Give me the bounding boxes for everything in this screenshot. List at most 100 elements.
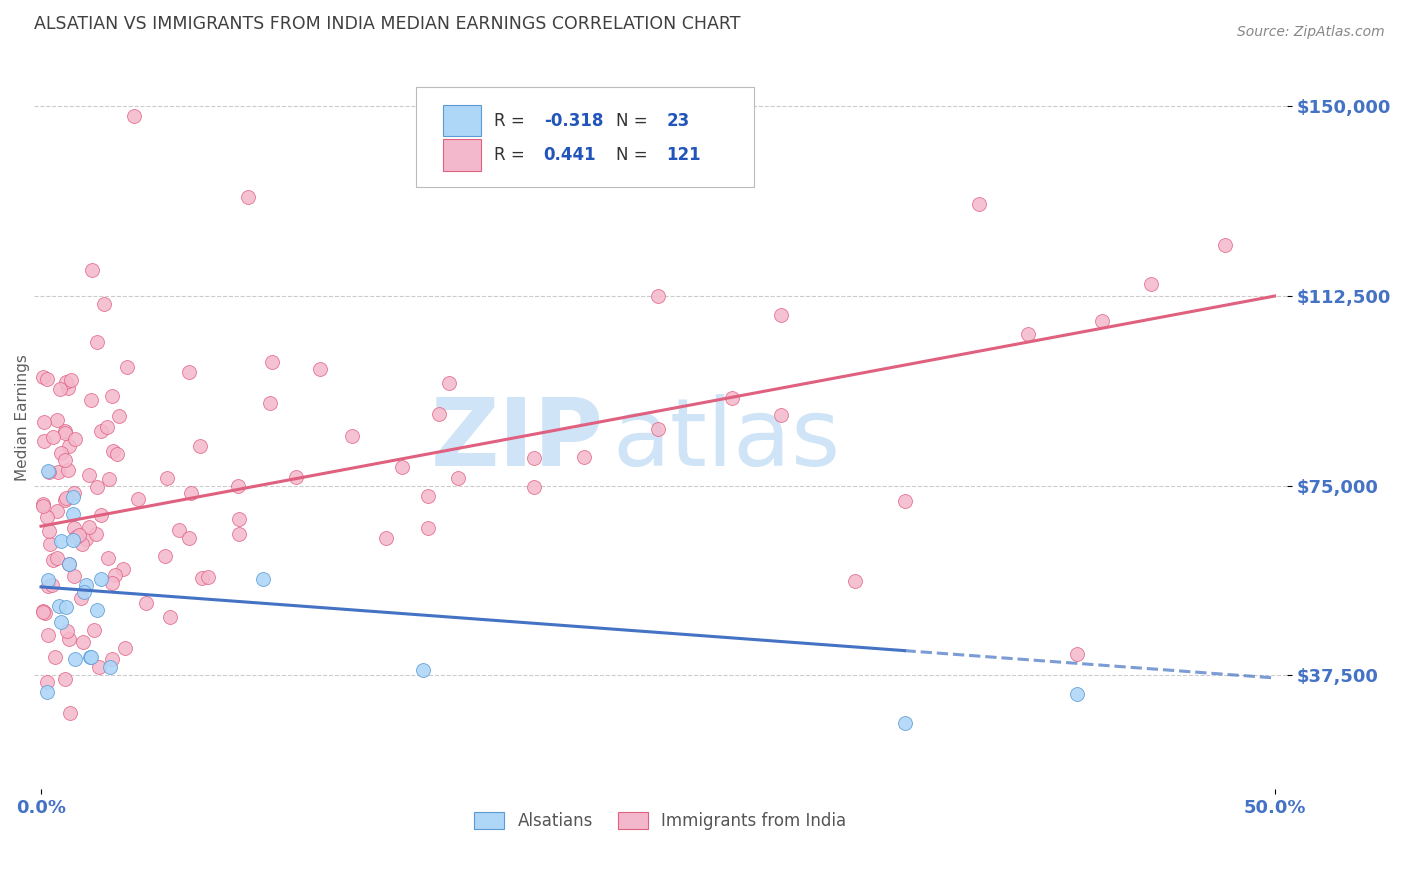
Point: [967, 197, 990, 211]
Text: R =: R =: [494, 146, 530, 164]
Point: [32, 434, 55, 449]
Point: [228, 527, 250, 541]
Point: [114, 641, 136, 656]
Point: [844, 574, 866, 588]
Point: [45, 504, 67, 518]
Point: [93, 297, 115, 311]
Point: [62, 507, 84, 521]
Point: [63, 486, 86, 500]
Text: R =: R =: [494, 112, 530, 129]
Text: N =: N =: [616, 112, 654, 129]
Point: [96, 420, 118, 434]
Point: [49, 615, 72, 629]
Point: [1066, 686, 1088, 700]
Point: [188, 439, 211, 453]
Point: [80, 392, 103, 407]
Point: [262, 354, 284, 368]
Point: [37, 675, 59, 690]
Point: [37, 372, 59, 386]
Point: [49, 446, 72, 460]
Point: [90, 508, 112, 522]
Point: [197, 570, 219, 584]
FancyBboxPatch shape: [443, 105, 481, 136]
Point: [46, 413, 69, 427]
Point: [56, 624, 79, 638]
Point: [75, 577, 97, 591]
Point: [252, 572, 274, 586]
Text: 23: 23: [666, 112, 690, 129]
Point: [893, 716, 915, 731]
Point: [101, 576, 124, 591]
Point: [135, 596, 157, 610]
Point: [97, 551, 120, 566]
Point: [180, 486, 202, 500]
Point: [90, 424, 112, 438]
Point: [647, 422, 669, 436]
Point: [41, 430, 63, 444]
Point: [38, 537, 60, 551]
Point: [32, 415, 55, 429]
Point: [53, 425, 76, 440]
Point: [412, 663, 434, 677]
Point: [62, 490, 84, 504]
Point: [87, 660, 110, 674]
Point: [58, 632, 80, 646]
FancyBboxPatch shape: [416, 87, 754, 187]
Point: [77, 467, 100, 482]
Point: [72, 635, 94, 649]
Text: ALSATIAN VS IMMIGRANTS FROM INDIA MEDIAN EARNINGS CORRELATION CHART: ALSATIAN VS IMMIGRANTS FROM INDIA MEDIAN…: [34, 15, 740, 33]
Point: [48, 599, 70, 613]
Point: [98, 660, 121, 674]
Point: [228, 512, 250, 526]
Point: [111, 561, 134, 575]
Point: [1213, 237, 1236, 252]
Point: [53, 453, 76, 467]
Point: [34, 606, 56, 620]
Point: [770, 408, 793, 422]
Point: [177, 365, 200, 379]
Point: [55, 376, 77, 390]
Point: [1066, 647, 1088, 661]
Text: N =: N =: [616, 146, 654, 164]
Point: [44, 649, 66, 664]
Point: [63, 433, 86, 447]
Point: [127, 491, 149, 506]
Point: [523, 451, 546, 466]
Point: [770, 308, 793, 322]
Point: [38, 465, 60, 479]
Point: [58, 557, 80, 571]
FancyBboxPatch shape: [443, 139, 481, 170]
Point: [70, 591, 93, 606]
Point: [55, 672, 77, 686]
Legend: Alsatians, Immigrants from India: Alsatians, Immigrants from India: [468, 805, 853, 837]
Point: [65, 530, 87, 544]
Point: [48, 465, 70, 479]
Point: [101, 444, 124, 458]
Point: [58, 381, 80, 395]
Point: [63, 521, 86, 535]
Point: [437, 376, 460, 391]
Text: ZIP: ZIP: [432, 393, 603, 486]
Point: [58, 463, 80, 477]
Point: [62, 533, 84, 548]
Point: [523, 480, 546, 494]
Point: [32, 499, 55, 513]
Point: [32, 497, 55, 511]
Point: [226, 479, 249, 493]
Point: [167, 523, 190, 537]
Point: [374, 531, 396, 545]
Point: [159, 610, 181, 624]
Point: [1091, 314, 1114, 328]
Point: [572, 450, 595, 464]
Point: [38, 524, 60, 538]
Point: [1017, 326, 1039, 341]
Point: [42, 553, 65, 567]
Point: [285, 470, 308, 484]
Point: [37, 684, 59, 698]
Point: [340, 429, 363, 443]
Point: [58, 557, 80, 571]
Point: [75, 532, 97, 546]
Text: 121: 121: [666, 146, 702, 164]
Text: atlas: atlas: [613, 393, 841, 486]
Point: [97, 472, 120, 486]
